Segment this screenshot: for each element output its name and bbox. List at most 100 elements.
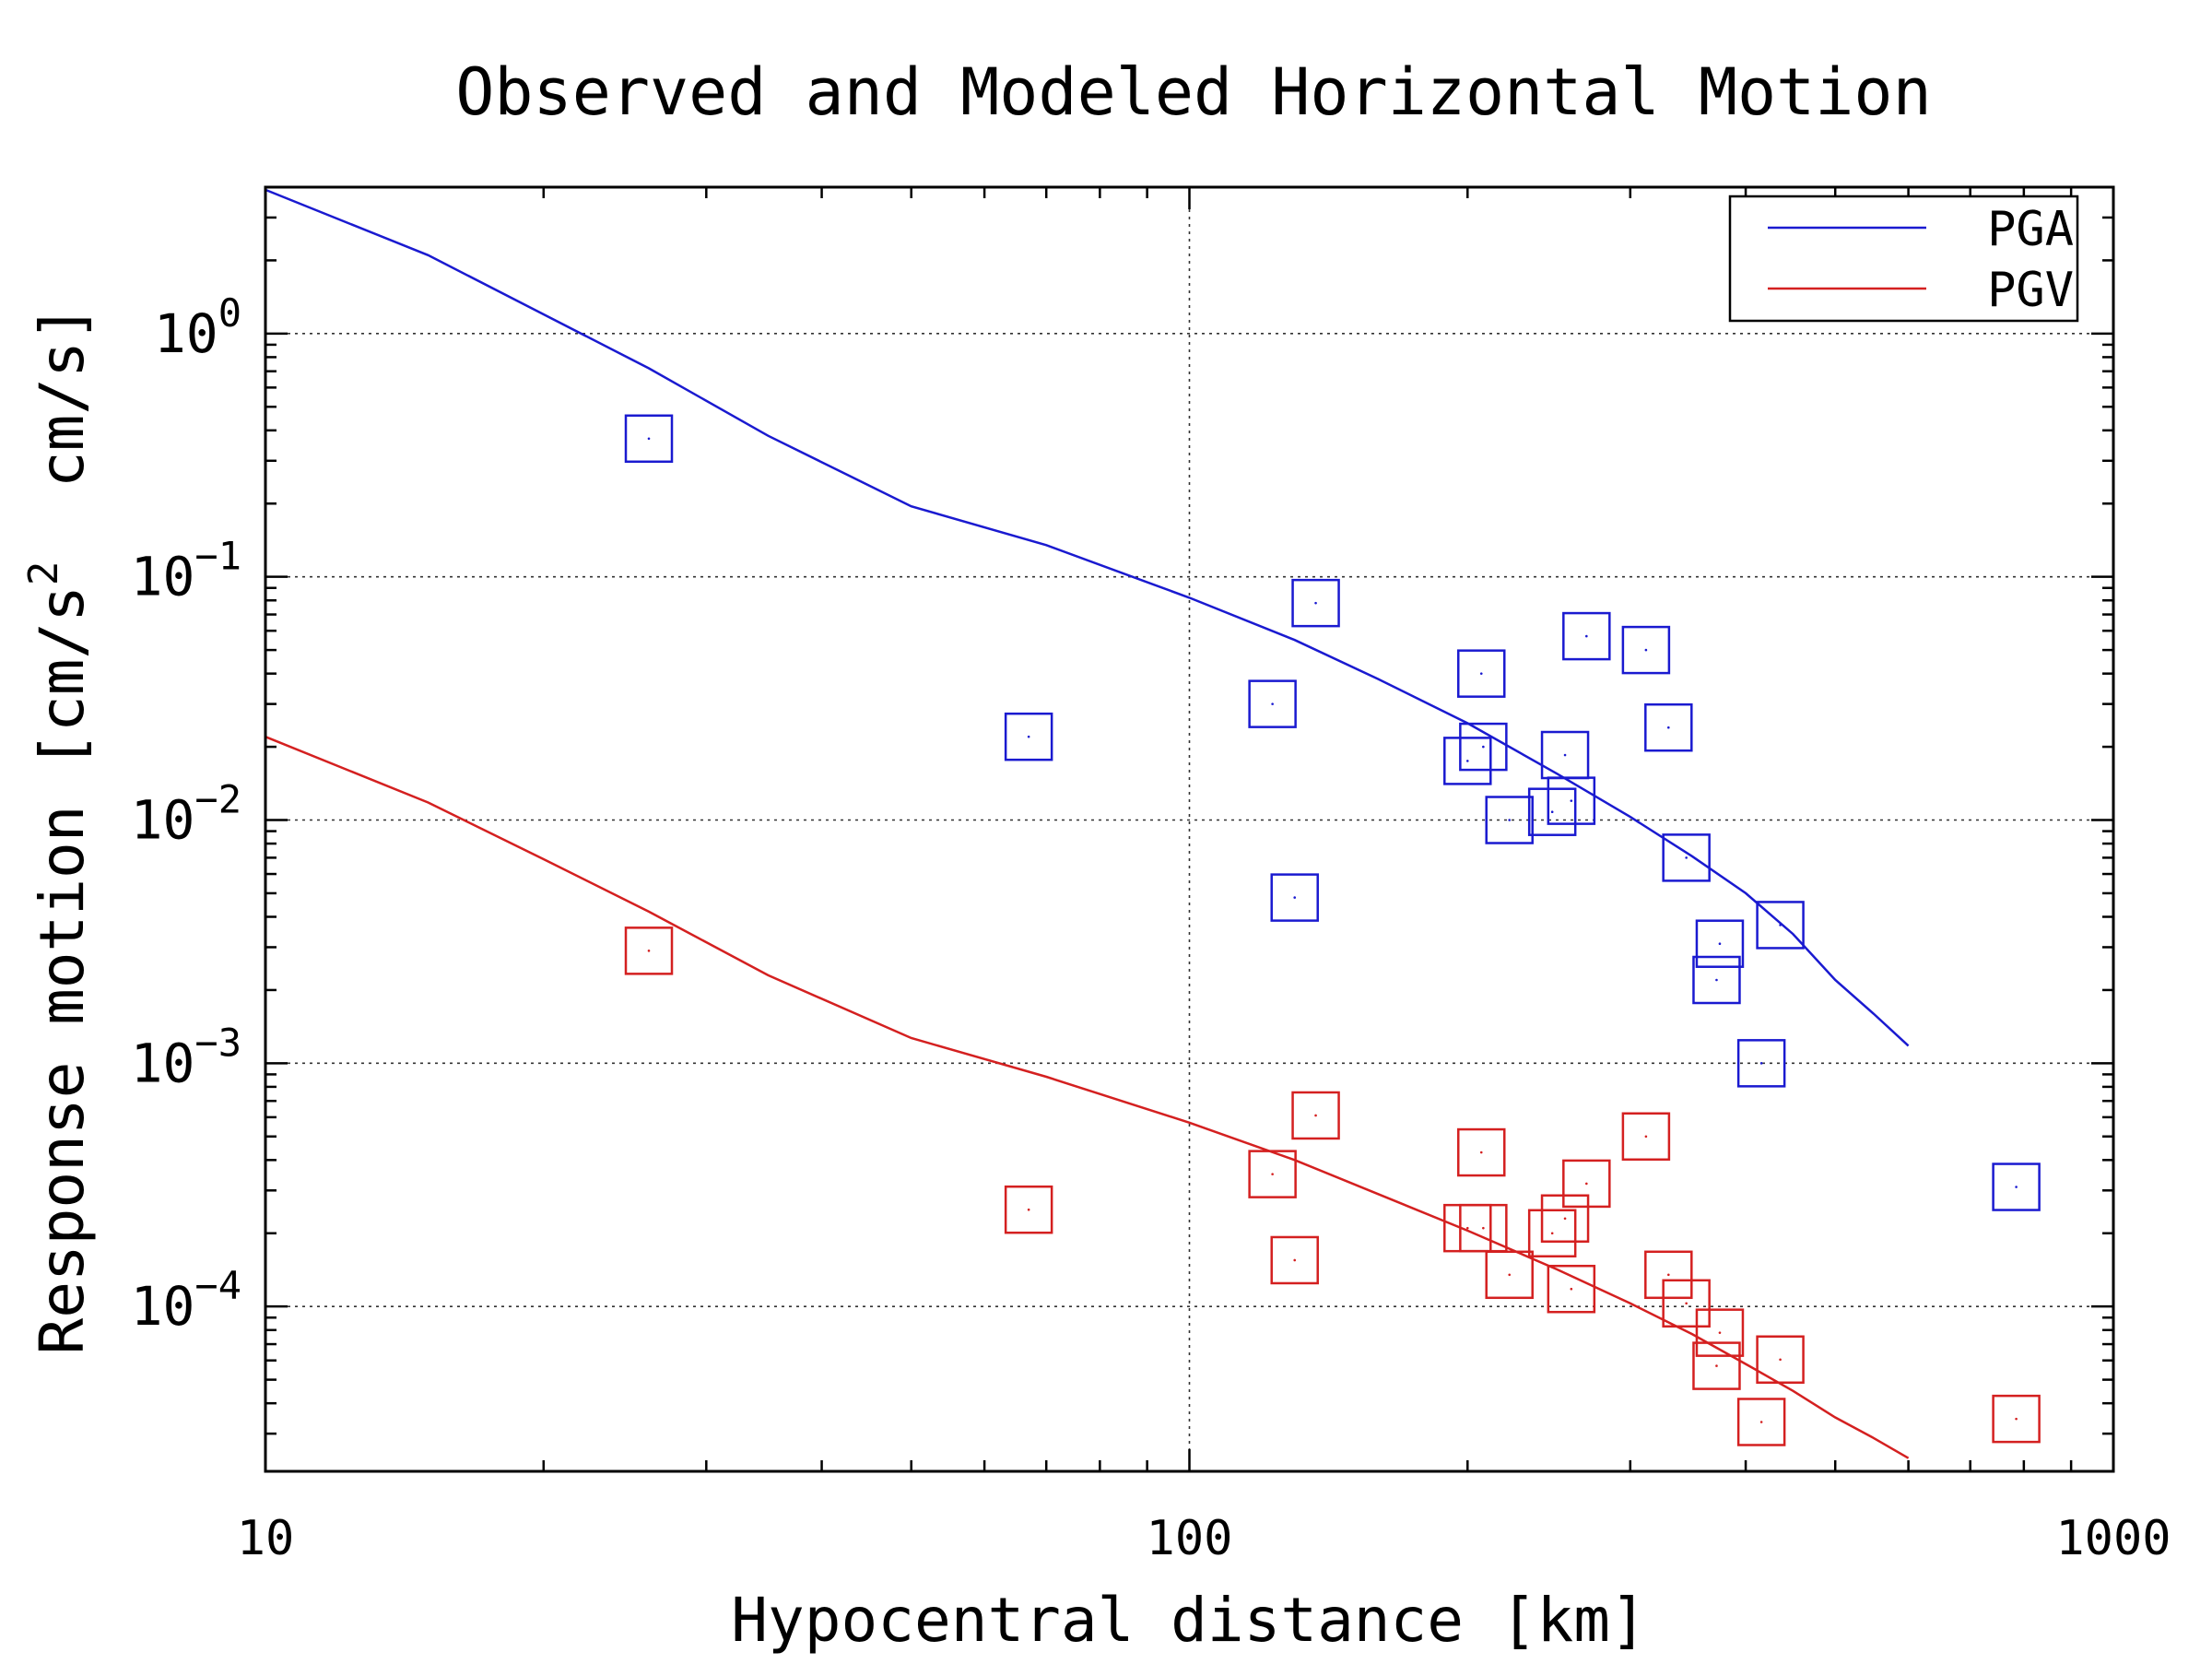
pgv-observed-point-center [1550,1232,1554,1235]
pgv-observed-point [1540,1194,1590,1243]
pgv-observed-point [1562,1159,1611,1209]
pgv-observed-point-center [1759,1421,1763,1423]
pgv-observed-point [1004,1185,1053,1234]
pga-observed-point [1547,776,1596,825]
pga-observed-point-center [1779,924,1782,926]
x-tick-label: 10 [237,1511,295,1566]
pga-model-line [265,188,1910,1047]
pga-observed-point-center [1563,753,1567,757]
pga-observed-point-center [1685,856,1688,859]
y-tick-label-base: 10 [131,546,195,608]
y-tick-label-exponent: −4 [194,1263,241,1308]
pga-observed-point-center [1759,1062,1763,1065]
pgv-observed-point-center [1271,1173,1274,1175]
y-tick-label: 100 [154,290,241,365]
pga-observed-point [1992,1162,2041,1211]
pga-observed-point [1457,649,1506,698]
pga-observed-point [1692,955,1741,1005]
plot-frame [264,185,2115,1473]
pgv-observed-point [1485,1250,1534,1300]
pga-observed-point [1562,611,1611,661]
pgv-observed-point-center [647,950,651,952]
pga-observed-point-center [1550,810,1554,813]
y-tick-label-exponent: −3 [194,1020,241,1065]
pga-observed-point [1004,712,1053,761]
y-tick-label-base: 10 [131,1275,195,1338]
pgv-observed-point-center [1667,1273,1670,1277]
pga-observed-point-center [1482,745,1485,749]
y-axis-label: Response motion [cm/s2 cm/s] [20,304,98,1354]
series-pgv [265,736,2041,1459]
pgv-observed-point-center [1644,1135,1648,1139]
pgv-observed-point [624,926,674,975]
y-tick-label-base: 10 [154,302,218,365]
y-tick-label-exponent: −1 [194,534,241,579]
pga-observed-point-center [1715,978,1718,982]
pga-observed-point [1621,625,1671,675]
x-tick-label: 100 [1147,1511,1233,1566]
pga-observed-point [1662,833,1711,882]
pgv-observed-point [1662,1279,1711,1328]
pga-observed-point-center [1465,760,1469,762]
pgv-observed-point-center [1718,1331,1722,1334]
pga-observed-point [1736,1039,1786,1088]
y-tick-label: 10−3 [131,1020,241,1094]
y-tick-label: 10−4 [131,1263,241,1338]
pga-observed-point [1270,873,1319,922]
y-tick-label: 10−1 [131,534,241,608]
pgv-observed-point-center [1779,1358,1782,1362]
pga-observed-point-center [1271,702,1274,705]
pga-observed-point [1291,578,1340,628]
pgv-observed-point [1736,1398,1786,1446]
pga-observed-point [1443,737,1492,785]
pga-observed-point-center [1508,819,1512,821]
pgv-observed-point [1644,1250,1693,1300]
pgv-observed-point-center [1570,1287,1573,1291]
pgv-observed-point-center [1715,1364,1718,1367]
y-tick-label-base: 10 [131,789,195,852]
pgv-observed-point [1756,1335,1805,1385]
pga-observed-point-center [1644,648,1648,652]
legend-label-pga: PGA [1987,202,2074,257]
pgv-observed-point-center [1585,1182,1588,1186]
pga-observed-point-center [1718,942,1722,946]
pga-observed-point-center [1585,634,1588,638]
pgv-observed-point [1695,1308,1745,1357]
pgv-observed-point-center [1508,1273,1512,1277]
pgv-model-line [265,736,1910,1459]
pga-observed-point-center [1314,601,1317,605]
y-axis-label-suffix: cm/s] [27,304,98,561]
chart-title: Observed and Modeled Horizontal Motion [455,54,1931,130]
pga-observed-point [1459,722,1508,772]
pgv-observed-point-center [1685,1302,1688,1305]
pga-observed-point-center [1479,672,1483,675]
pga-observed-point [1756,901,1805,950]
pgv-observed-point [1248,1150,1297,1198]
pgv-observed-point [1457,1127,1506,1177]
pga-observed-point [1248,679,1297,728]
y-tick-label-exponent: 0 [218,290,241,336]
pgv-observed-point-center [1479,1151,1483,1154]
pga-observed-point-center [2015,1186,2018,1188]
pgv-observed-point-center [1314,1114,1317,1117]
pga-observed-point [1695,919,1745,968]
pga-observed-point [624,414,674,464]
legend: PGA PGV [1728,195,2079,323]
pgv-observed-point-center [1465,1226,1469,1230]
pga-observed-point-center [1027,735,1030,738]
pgv-observed-point [1270,1235,1319,1285]
pgv-observed-point-center [1563,1217,1567,1221]
pgv-observed-point [1692,1341,1741,1390]
y-axis-label-prefix: Response motion [cm/s [27,585,98,1354]
pgv-observed-point-center [1027,1208,1030,1211]
pgv-observed-point [1992,1394,2041,1444]
grid-lines [265,187,2113,1471]
plot-area [265,188,2041,1459]
series-pga [265,188,2041,1211]
y-axis-label-superscript: 2 [20,561,67,586]
pgv-observed-point-center [1293,1258,1297,1262]
legend-box [1728,195,2079,323]
